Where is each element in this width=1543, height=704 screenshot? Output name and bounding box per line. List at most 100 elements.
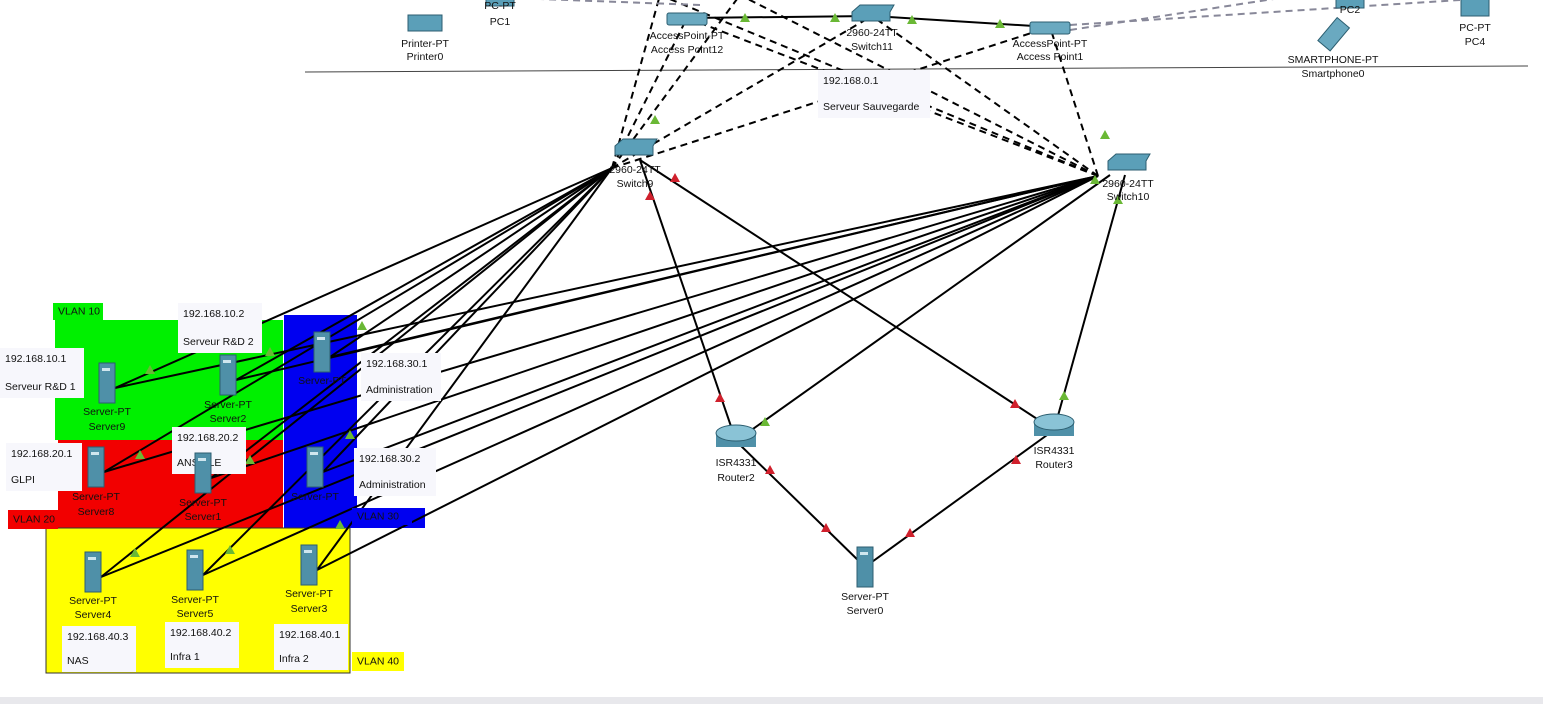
note-box bbox=[818, 70, 930, 118]
vlan-label: VLAN 30 bbox=[357, 510, 399, 522]
note-desc: Administration bbox=[366, 384, 433, 396]
port-status bbox=[905, 528, 915, 537]
device-name: Server5 bbox=[177, 608, 214, 620]
port-status bbox=[821, 523, 831, 532]
status-strip bbox=[0, 697, 1543, 704]
phone-icon bbox=[1317, 16, 1351, 52]
note-ip: 192.168.0.1 bbox=[823, 75, 879, 87]
device-name: Smartphone0 bbox=[1301, 68, 1364, 80]
note-ip: 192.168.20.2 bbox=[177, 432, 238, 444]
note-box bbox=[6, 443, 82, 491]
server-icon bbox=[194, 452, 212, 494]
port-status bbox=[1113, 195, 1123, 204]
note-box bbox=[354, 448, 436, 496]
switch-icon bbox=[614, 138, 658, 156]
switch-icon bbox=[1107, 153, 1151, 171]
server-icon bbox=[219, 354, 237, 396]
vlan-label: VLAN 20 bbox=[13, 513, 55, 525]
port-status bbox=[1090, 175, 1100, 184]
server-slot bbox=[190, 555, 198, 558]
note-box bbox=[0, 348, 84, 398]
device-model: ISR4331 bbox=[716, 457, 757, 469]
server-slot bbox=[304, 550, 312, 553]
device-name: Switch10 bbox=[1107, 191, 1150, 203]
server-icon bbox=[313, 331, 331, 373]
device-name: Server1 bbox=[185, 511, 222, 523]
note-desc: Infra 1 bbox=[170, 651, 200, 663]
port-status bbox=[1059, 391, 1069, 400]
device-name: Server4 bbox=[75, 609, 112, 621]
device-name: Server2 bbox=[210, 413, 247, 425]
vlan-tab bbox=[352, 508, 412, 525]
server-slot bbox=[91, 452, 99, 455]
device-model: Server-PT bbox=[179, 497, 227, 509]
device-model: 2960-24TT bbox=[846, 27, 898, 39]
port-status bbox=[357, 321, 367, 330]
link bbox=[316, 175, 1099, 571]
note-desc: Infra 2 bbox=[279, 653, 309, 665]
device-model: Server-PT bbox=[204, 399, 252, 411]
note-box bbox=[178, 303, 262, 353]
device-name: Access Point12 bbox=[651, 44, 724, 56]
switch-icon bbox=[851, 4, 895, 22]
link bbox=[1053, 174, 1126, 431]
device-model: Server-PT bbox=[291, 491, 339, 503]
device-model: 2960-24TT bbox=[1102, 178, 1154, 190]
port-status bbox=[1010, 399, 1020, 408]
link bbox=[611, 0, 660, 169]
device-model: Server-PT bbox=[69, 595, 117, 607]
device-model: AccessPoint-PT bbox=[1013, 38, 1088, 50]
port-status bbox=[1100, 130, 1110, 139]
link bbox=[871, 15, 1099, 177]
note-ip: 192.168.10.2 bbox=[183, 308, 244, 320]
links bbox=[100, 0, 1461, 578]
ap-icon bbox=[666, 12, 708, 26]
link bbox=[871, 15, 1051, 28]
link bbox=[103, 175, 1099, 473]
note-ip: 192.168.30.1 bbox=[366, 358, 427, 370]
device-model: ISR4331 bbox=[1034, 445, 1075, 457]
port-status bbox=[245, 455, 255, 464]
device-model: Server-PT bbox=[298, 375, 346, 387]
device-model: Server-PT bbox=[72, 491, 120, 503]
note-desc: Serveur R&D 1 bbox=[5, 381, 76, 393]
device-model: Server-PT bbox=[83, 406, 131, 418]
device-name: PC2 bbox=[1340, 4, 1361, 16]
server-icon bbox=[84, 551, 102, 593]
server-slot bbox=[198, 458, 206, 461]
link bbox=[1069, 0, 1461, 26]
port-status bbox=[830, 13, 840, 22]
pc-icon bbox=[1335, 0, 1365, 9]
link bbox=[322, 167, 613, 473]
device-name: Server9 bbox=[89, 421, 126, 433]
device-name: PC4 bbox=[1465, 36, 1486, 48]
link bbox=[210, 167, 613, 479]
note-ip: 192.168.40.1 bbox=[279, 629, 340, 641]
port-status bbox=[145, 365, 155, 374]
note-box bbox=[165, 622, 239, 668]
device-model: 2960-24TT bbox=[609, 164, 661, 176]
port-status bbox=[130, 548, 140, 557]
note-desc: GLPI bbox=[11, 474, 35, 486]
port-status bbox=[225, 545, 235, 554]
ap-icon bbox=[1029, 21, 1071, 35]
note-ip: 192.168.20.1 bbox=[11, 448, 72, 460]
port-status bbox=[670, 173, 680, 182]
link bbox=[114, 175, 1099, 389]
port-status bbox=[765, 465, 775, 474]
server-icon bbox=[856, 546, 874, 588]
port-status bbox=[345, 430, 355, 439]
vlan-tab bbox=[352, 652, 404, 671]
link bbox=[322, 175, 1099, 473]
server-slot bbox=[88, 557, 96, 560]
note-ip: 192.168.30.2 bbox=[359, 453, 420, 465]
device-name: Server3 bbox=[291, 603, 328, 615]
note-desc: Serveur Sauvegarde bbox=[823, 101, 919, 113]
port-status bbox=[760, 417, 770, 426]
server-slot bbox=[223, 360, 231, 363]
link bbox=[735, 440, 866, 568]
pc-icon bbox=[485, 0, 515, 7]
vlan-label: VLAN 10 bbox=[58, 305, 100, 317]
server-icon bbox=[87, 446, 105, 488]
